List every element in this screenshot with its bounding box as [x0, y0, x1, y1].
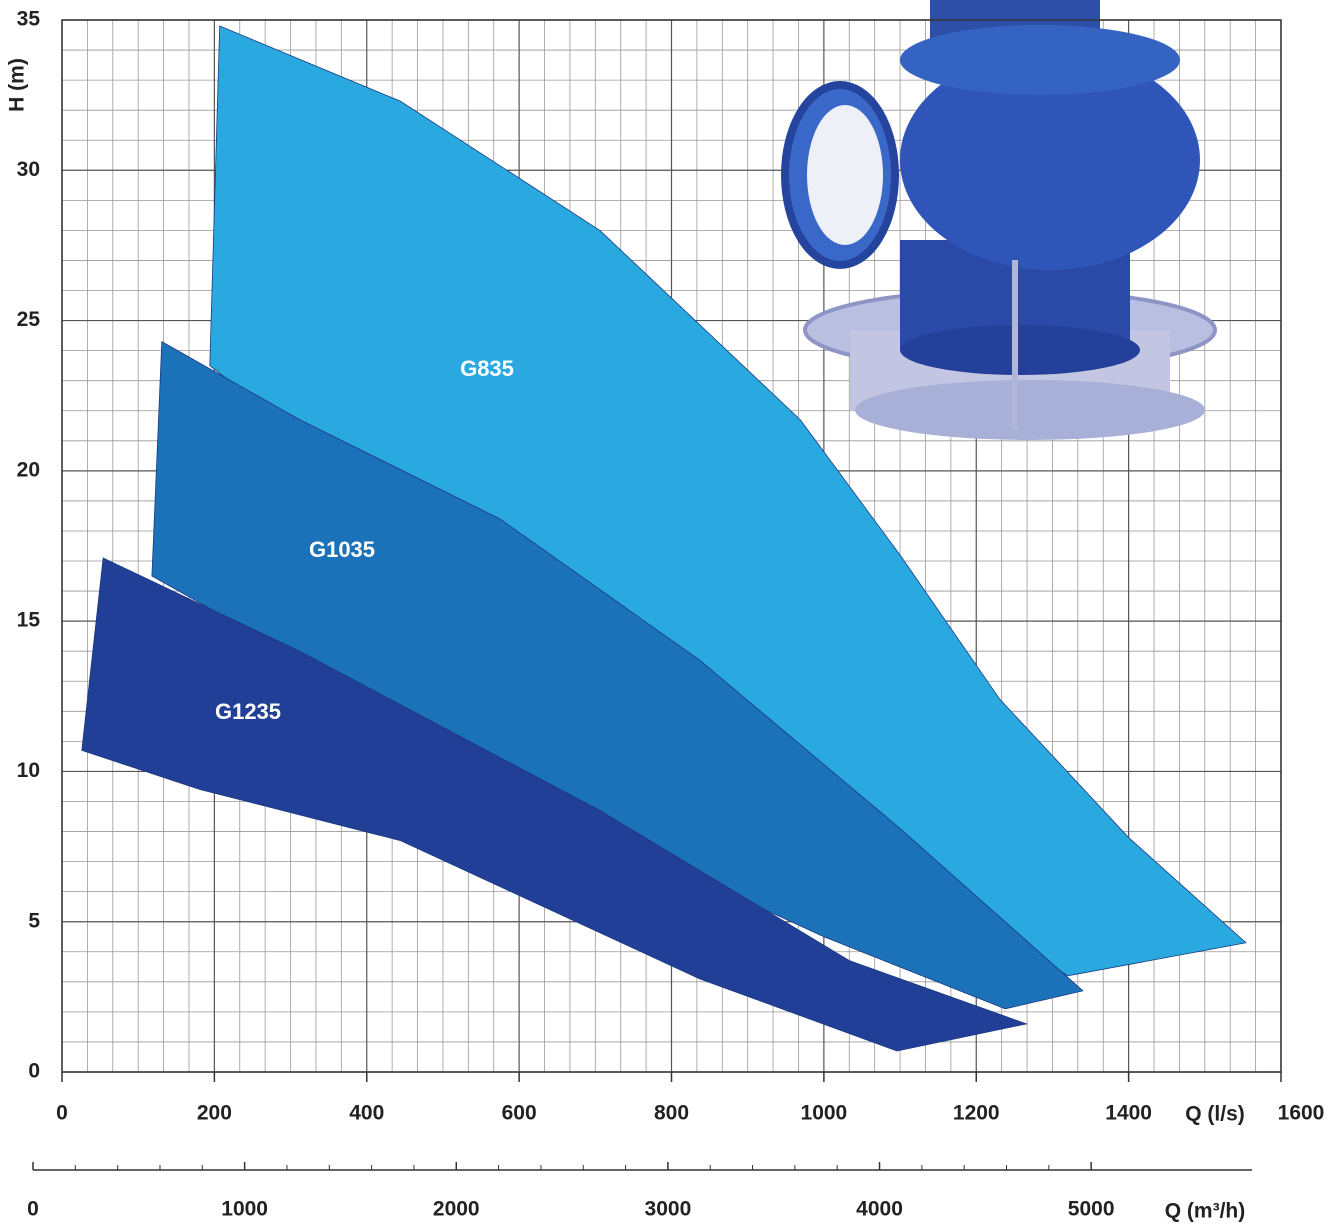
x2-tick-label: 1000	[221, 1198, 268, 1221]
x-tick-label: 600	[502, 1102, 537, 1125]
y-axis-label: H (m)	[6, 58, 29, 112]
x-tick-label: 1400	[1105, 1102, 1152, 1125]
x2-tick-label: 2000	[433, 1198, 480, 1221]
x-tick-label: 1000	[801, 1102, 848, 1125]
areas: G835 G1035 G1235	[81, 25, 1247, 1052]
pump-illustration	[781, 0, 1217, 440]
y-tick-label: 0	[28, 1060, 40, 1083]
y-tick-label: 20	[17, 458, 40, 481]
y-tick-label: 5	[28, 909, 40, 932]
series-label: G1035	[309, 537, 375, 562]
x2-axis-label: Q (m³/h)	[1165, 1200, 1245, 1223]
x-tick-label: 1200	[953, 1102, 1000, 1125]
x-tick-label: 1600	[1278, 1102, 1325, 1125]
x2-tick-label: 3000	[645, 1198, 692, 1221]
x-tick-label: 400	[349, 1102, 384, 1125]
y-tick-label: 10	[17, 759, 40, 782]
y-tick-label: 35	[17, 8, 41, 31]
x-axis-label: Q (l/s)	[1185, 1103, 1245, 1126]
performance-area	[81, 557, 1029, 1052]
x-tick-label: 200	[197, 1102, 232, 1125]
x-tick-label: 800	[654, 1102, 689, 1125]
x2-tick-label: 0	[27, 1198, 39, 1221]
y-tick-label: 15	[17, 609, 41, 632]
series-label: G1235	[215, 699, 281, 724]
series-label: G835	[460, 356, 514, 381]
y-tick-label: 25	[17, 308, 41, 331]
x2-tick-label: 5000	[1068, 1198, 1115, 1221]
x2-tick-label: 4000	[856, 1198, 903, 1221]
x-tick-label: 0	[56, 1102, 68, 1125]
y-tick-label: 30	[17, 158, 40, 181]
